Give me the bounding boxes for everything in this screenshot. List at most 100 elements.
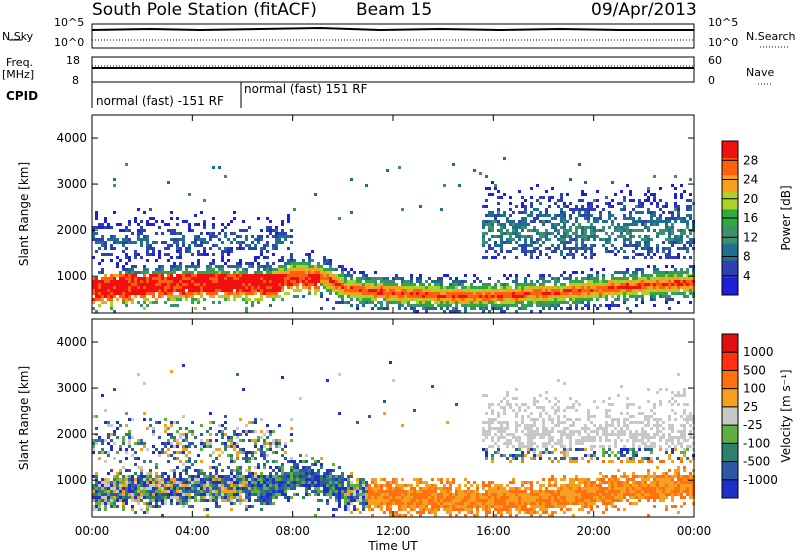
heatmap-cell (152, 253, 155, 256)
heatmap-cell (194, 244, 197, 247)
heatmap-cell (434, 484, 437, 487)
heatmap-cell (230, 493, 233, 496)
heatmap-cell (380, 304, 383, 307)
heatmap-cell (455, 283, 458, 286)
heatmap-cell (509, 223, 512, 226)
heatmap-cell (509, 232, 512, 235)
heatmap-cell (584, 277, 587, 280)
heatmap-cell (530, 286, 533, 289)
heatmap-cell (326, 490, 329, 493)
heatmap-cell (485, 199, 488, 202)
heatmap-cell (521, 211, 524, 214)
heatmap-cell (128, 229, 131, 232)
heatmap-cell (338, 265, 341, 268)
heatmap-cell (647, 286, 650, 289)
heatmap-cell (263, 496, 266, 499)
heatmap-cell (113, 274, 116, 277)
heatmap-cell (533, 295, 536, 298)
heatmap-cell (644, 289, 647, 292)
heatmap-cell (362, 490, 365, 493)
heatmap-cell (140, 277, 143, 280)
heatmap-cell (236, 475, 239, 478)
heatmap-cell (281, 229, 284, 232)
heatmap-cell (254, 238, 257, 241)
heatmap-cell (347, 490, 350, 493)
heatmap-cell (443, 184, 446, 187)
heatmap-cell (344, 292, 347, 295)
heatmap-cell (98, 286, 101, 289)
heatmap-cell (398, 166, 401, 169)
heatmap-cell (623, 280, 626, 283)
heatmap-cell (686, 295, 689, 298)
heatmap-cell (551, 289, 554, 292)
heatmap-cell (92, 292, 95, 295)
heatmap-cell (545, 232, 548, 235)
heatmap-cell (647, 226, 650, 229)
heatmap-cell (659, 289, 662, 292)
heatmap-cell (434, 286, 437, 289)
heatmap-cell (98, 451, 101, 454)
heatmap-cell (461, 508, 464, 511)
heatmap-cell (272, 286, 275, 289)
heatmap-cell (95, 295, 98, 298)
heatmap-cell (503, 286, 506, 289)
heatmap-cell (464, 502, 467, 505)
heatmap-cell (650, 274, 653, 277)
heatmap-cell (155, 493, 158, 496)
heatmap-cell (404, 508, 407, 511)
heatmap-cell (284, 484, 287, 487)
heatmap-cell (599, 217, 602, 220)
heatmap-cell (380, 502, 383, 505)
heatmap-cell (125, 292, 128, 295)
heatmap-cell (197, 481, 200, 484)
heatmap-cell (563, 298, 566, 301)
heatmap-cell (434, 502, 437, 505)
heatmap-cell (320, 307, 323, 310)
heatmap-cell (539, 298, 542, 301)
heatmap-cell (332, 286, 335, 289)
heatmap-cell (542, 301, 545, 304)
heatmap-cell (338, 295, 341, 298)
heatmap-cell (125, 274, 128, 277)
heatmap-cell (416, 304, 419, 307)
heatmap-cell (263, 268, 266, 271)
heatmap-cell (218, 448, 221, 451)
heatmap-cell (341, 292, 344, 295)
heatmap-cell (101, 499, 104, 502)
heatmap-cell (317, 277, 320, 280)
heatmap-cell (263, 475, 266, 478)
heatmap-cell (485, 457, 488, 460)
heatmap-cell (362, 283, 365, 286)
heatmap-cell (476, 499, 479, 502)
heatmap-cell (95, 214, 98, 217)
heatmap-cell (104, 220, 107, 223)
heatmap-cell (554, 298, 557, 301)
heatmap-cell (266, 283, 269, 286)
heatmap-cell (587, 205, 590, 208)
heatmap-cell (521, 298, 524, 301)
heatmap-cell (605, 196, 608, 199)
heatmap-cell (590, 292, 593, 295)
heatmap-cell (617, 289, 620, 292)
heatmap-cell (164, 478, 167, 481)
heatmap-cell (215, 271, 218, 274)
heatmap-cell (668, 307, 671, 310)
heatmap-cell (398, 277, 401, 280)
heatmap-cell (296, 277, 299, 280)
heatmap-cell (197, 493, 200, 496)
heatmap-cell (218, 430, 221, 433)
heatmap-cell (254, 493, 257, 496)
heatmap-cell (359, 286, 362, 289)
heatmap-cell (500, 487, 503, 490)
heatmap-cell (137, 277, 140, 280)
heatmap-cell (485, 496, 488, 499)
heatmap-cell (407, 304, 410, 307)
heatmap-cell (212, 166, 215, 169)
heatmap-cell (620, 277, 623, 280)
heatmap-cell (434, 487, 437, 490)
heatmap-cell (326, 499, 329, 502)
heatmap-cell (281, 286, 284, 289)
heatmap-cell (272, 469, 275, 472)
heatmap-cell (167, 259, 170, 262)
heatmap-cell (593, 253, 596, 256)
